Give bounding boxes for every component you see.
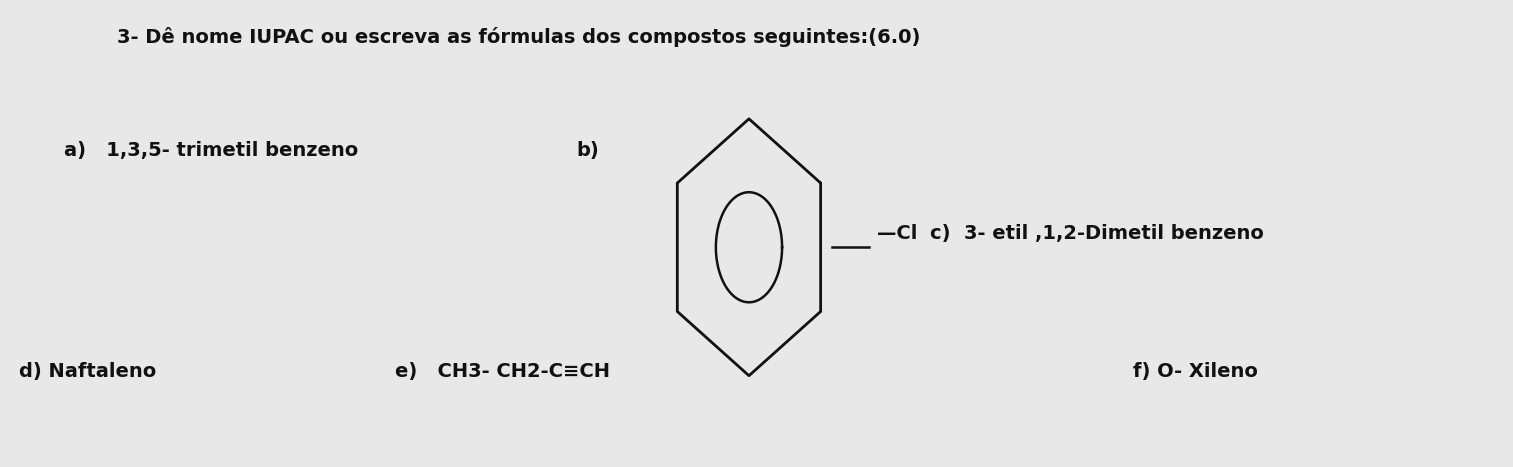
Text: 3- Dê nome IUPAC ou escreva as fórmulas dos compostos seguintes:(6.0): 3- Dê nome IUPAC ou escreva as fórmulas … — [117, 27, 920, 47]
Text: c)  3- etil ,1,2-Dimetil benzeno: c) 3- etil ,1,2-Dimetil benzeno — [929, 224, 1263, 243]
Text: e)   CH3- CH2-C≡CH: e) CH3- CH2-C≡CH — [395, 361, 610, 381]
Text: —Cl: —Cl — [878, 224, 917, 243]
Text: d) Naftaleno: d) Naftaleno — [20, 361, 156, 381]
Text: a)   1,3,5- trimetil benzeno: a) 1,3,5- trimetil benzeno — [65, 142, 359, 161]
Text: b): b) — [576, 142, 599, 161]
Text: f) O- Xileno: f) O- Xileno — [1133, 361, 1257, 381]
